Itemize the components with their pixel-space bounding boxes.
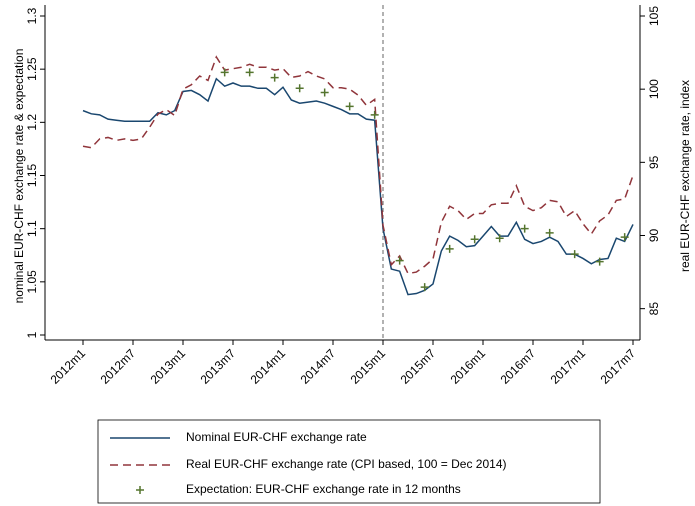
y-axis-title: nominal EUR-CHF exchange rate & expectat… (12, 49, 26, 304)
y2-tick-label: 95 (647, 155, 661, 169)
legend-box (97, 419, 601, 504)
legend-marker (136, 486, 144, 494)
expectation-marker (270, 73, 279, 82)
y-tick-label: 1.15 (25, 163, 39, 187)
expectation-marker (420, 283, 429, 292)
legend-label: Real EUR-CHF exchange rate (CPI based, 1… (186, 457, 507, 471)
y2-tick-label: 100 (647, 79, 661, 99)
expectation-marker (445, 244, 454, 253)
expectation-marker (595, 257, 604, 266)
expectation-marker (245, 68, 254, 77)
legend-label: Expectation: EUR-CHF exchange rate in 12… (186, 482, 461, 496)
y2-tick-label: 90 (647, 229, 661, 243)
y2-tick-label: 105 (647, 6, 661, 26)
y-tick-label: 1.1 (25, 220, 39, 237)
y-tick-label: 1.05 (25, 270, 39, 294)
expectation-marker (495, 234, 504, 243)
expectation-marker (220, 68, 229, 77)
expectation-marker (395, 256, 404, 265)
legend-label: Nominal EUR-CHF exchange rate (186, 430, 367, 444)
y-tick-label: 1.2 (25, 114, 39, 131)
expectation-marker (470, 235, 479, 244)
series-line (82, 55, 634, 275)
y-tick-label: 1.3 (25, 7, 39, 24)
series-line (82, 77, 634, 296)
expectation-marker (370, 110, 379, 119)
y2-tick-label: 85 (647, 302, 661, 316)
expectation-marker (545, 228, 554, 237)
expectation-marker (570, 250, 579, 259)
expectation-marker (345, 102, 354, 111)
y2-axis-title: real EUR-CHF exchange rate, index (678, 80, 692, 272)
y-tick-label: 1 (25, 331, 39, 338)
expectation-marker (320, 88, 329, 97)
expectation-marker (520, 224, 529, 233)
y-tick-label: 1.25 (25, 57, 39, 81)
expectation-marker (295, 84, 304, 93)
expectation-marker (620, 233, 629, 242)
